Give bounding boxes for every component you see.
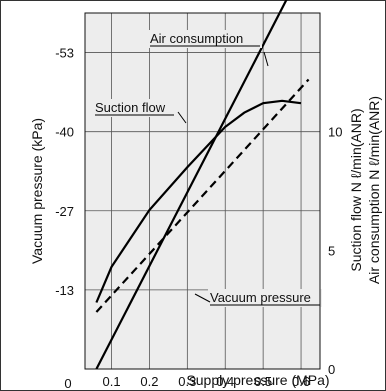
y-left-tick-label: -53: [55, 46, 74, 61]
y-axis-label-left: Vacuum pressure (kPa): [29, 118, 45, 264]
y-left-tick-label: -13: [55, 283, 74, 298]
y-left-tick-label: -40: [55, 125, 74, 140]
y-right-tick-label: 5: [328, 243, 335, 258]
x-tick-label: 0.5: [254, 374, 272, 389]
annotation-bg: [93, 99, 176, 117]
series-line-vacuum-pressure: [95, 0, 288, 370]
y-right-tick-label: 0: [328, 362, 335, 377]
annotation-label: Vacuum pressure: [210, 290, 311, 305]
x-tick-label: 0.2: [140, 374, 158, 389]
x-axis-label: Supply pressure (MPa): [186, 372, 329, 388]
series-line-air-consumption: [95, 78, 310, 313]
series-line-suction-flow: [95, 99, 302, 303]
y-axis-label-right-air: Air consumption N ℓ/min(ANR): [366, 96, 382, 284]
annotation-label: Air consumption: [150, 31, 243, 46]
plot-border: [84, 12, 321, 370]
annotations: Air consumption Suction flow Vacuum pressu…: [93, 30, 322, 307]
y-right-tick-label: 10: [328, 125, 342, 140]
annotation-leader: [194, 293, 211, 303]
x-tick-label: 0.1: [102, 374, 120, 389]
series-group: [95, 0, 310, 370]
annotation-leader: [263, 51, 269, 67]
annotation-bg: [148, 30, 262, 48]
plot-area: [85, 13, 320, 369]
y-left-origin-label: 0: [64, 376, 71, 391]
y-axis-label-right-suction: Suction flow N ℓ/min(ANR): [348, 108, 364, 271]
tick-labels: -13-27-40-53-67-80-9300.10.20.30.40.50.6…: [55, 46, 342, 391]
annotation-label: Suction flow: [95, 100, 166, 115]
x-tick-label: 0.6: [292, 374, 310, 389]
annotation-bg: [208, 289, 322, 307]
x-tick-label: 0.3: [178, 374, 196, 389]
annotation-leader: [177, 111, 187, 124]
x-tick-label: 0.4: [216, 374, 234, 389]
y-left-tick-label: -27: [55, 204, 74, 219]
